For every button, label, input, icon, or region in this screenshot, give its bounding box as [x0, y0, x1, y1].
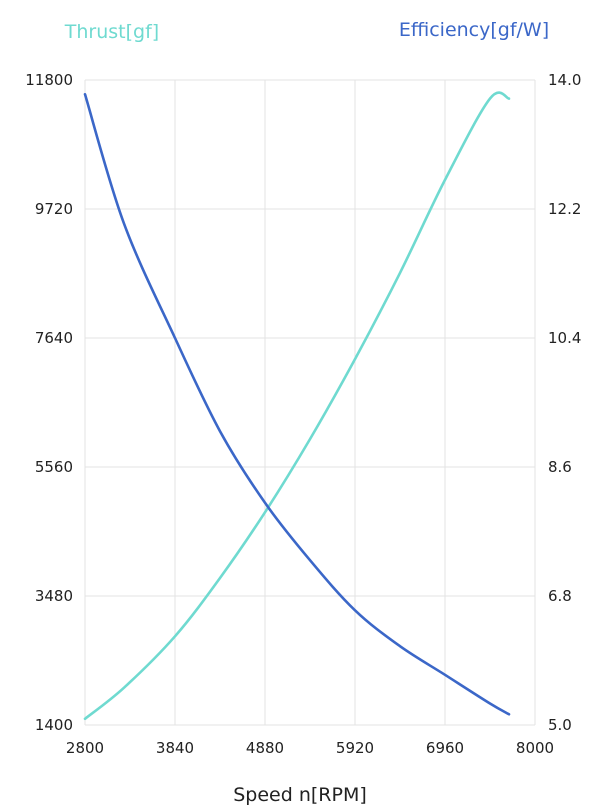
x-axis-title: Speed n[RPM]	[233, 784, 367, 806]
right-y-tick-label: 12.2	[548, 200, 581, 218]
right-axis-title: Efficiency[gf/W]	[399, 19, 549, 41]
series-lines	[83, 91, 511, 721]
right-y-tick-label: 8.6	[548, 458, 572, 476]
right-y-tick-label: 5.0	[548, 716, 572, 734]
left-axis-title: Thrust[gf]	[64, 21, 159, 43]
tick-labels: 11800 9720 7640 5560 3480 1400 14.0 12.2 10.4 8.6…	[25, 71, 581, 757]
x-tick-label: 4880	[246, 739, 284, 757]
right-y-tick-label: 14.0	[548, 71, 581, 89]
x-tick-label: 2800	[66, 739, 104, 757]
left-y-tick-label: 5560	[35, 458, 73, 476]
x-tick-label: 5920	[336, 739, 374, 757]
right-y-tick-label: 6.8	[548, 587, 572, 605]
grid	[84, 79, 536, 726]
thrust-line	[83, 91, 511, 721]
left-y-tick-label: 11800	[25, 71, 73, 89]
left-y-tick-label: 3480	[35, 587, 73, 605]
x-tick-label: 8000	[516, 739, 554, 757]
right-y-tick-label: 10.4	[548, 329, 581, 347]
left-y-tick-label: 9720	[35, 200, 73, 218]
left-y-tick-label: 7640	[35, 329, 73, 347]
efficiency-line	[83, 93, 511, 716]
x-tick-label: 6960	[426, 739, 464, 757]
left-y-tick-label: 1400	[35, 716, 73, 734]
x-tick-label: 3840	[156, 739, 194, 757]
